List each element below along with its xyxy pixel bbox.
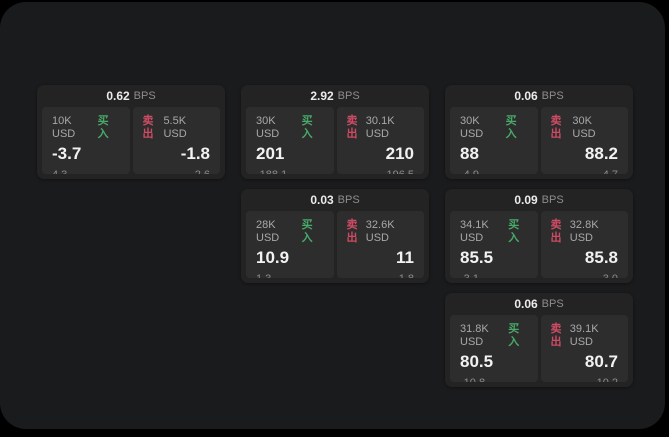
buy-side-label: 买入	[97, 115, 109, 140]
app-canvas: 0.62 BPS 10K USD 买入 -3.7 4.3 卖出 5.5K USD…	[0, 2, 665, 429]
buy-side-label: 买入	[301, 219, 313, 244]
sell-notional: 5.5K USD	[163, 115, 187, 140]
bps-value: 0.06	[514, 297, 538, 311]
buy-cell[interactable]: 31.8K USD 买入 80.5 -10.8	[450, 315, 538, 382]
buy-price: 80.5	[460, 352, 494, 371]
bps-unit-label: BPS	[541, 90, 564, 102]
sell-notional: 30K USD	[572, 115, 596, 140]
bps-unit-label: BPS	[541, 194, 564, 206]
buy-price: 85.5	[460, 248, 494, 267]
buy-cell[interactable]: 28K USD 买入 10.9 1.3	[246, 211, 334, 278]
card-header: 0.06 BPS	[445, 293, 633, 315]
card-header: 0.09 BPS	[445, 189, 633, 211]
bps-value: 2.92	[310, 89, 334, 103]
buy-change: -4.9	[460, 169, 528, 174]
buy-price: 88	[460, 144, 479, 163]
sell-notional: 39.1K USD	[569, 323, 599, 348]
card-header: 0.06 BPS	[445, 85, 633, 107]
sell-price: 88.2	[584, 144, 618, 163]
buy-change: 4.3	[52, 169, 120, 174]
sell-cell[interactable]: 卖出 39.1K USD 80.7 10.2	[540, 315, 628, 382]
sell-side-label: 卖出	[346, 115, 358, 140]
bps-unit-label: BPS	[541, 298, 564, 310]
sell-change: 10.2	[551, 377, 618, 382]
card-header: 0.62 BPS	[37, 85, 225, 107]
sell-side-label: 卖出	[142, 115, 154, 140]
buy-change: 1.3	[256, 273, 324, 278]
sell-price: 85.8	[584, 248, 618, 267]
bps-unit-label: BPS	[133, 90, 156, 102]
quote-card: 0.09 BPS 34.1K USD 买入 85.5 -3.1 卖出 32.8K…	[445, 189, 633, 283]
sell-change: 196.5	[347, 169, 414, 174]
sell-side-label: 卖出	[346, 219, 358, 244]
buy-price: -3.7	[52, 144, 82, 163]
buy-notional: 31.8K USD	[460, 323, 489, 348]
sell-change: -2.6	[143, 169, 210, 174]
bps-value: 0.62	[106, 89, 130, 103]
quote-card: 0.03 BPS 28K USD 买入 10.9 1.3 卖出 32.6K US…	[241, 189, 429, 283]
sell-cell[interactable]: 卖出 32.8K USD 85.8 3.0	[540, 211, 628, 278]
buy-side-label: 买入	[301, 115, 313, 140]
buy-cell[interactable]: 34.1K USD 买入 85.5 -3.1	[450, 211, 538, 278]
sell-change: -1.8	[347, 273, 414, 278]
sell-cell[interactable]: 卖出 30K USD 88.2 4.7	[540, 107, 628, 174]
sell-cell[interactable]: 卖出 5.5K USD -1.8 -2.6	[132, 107, 220, 174]
sell-notional: 32.6K USD	[365, 219, 395, 244]
bps-value: 0.09	[514, 193, 538, 207]
sell-side-label: 卖出	[550, 219, 562, 244]
card-header: 2.92 BPS	[241, 85, 429, 107]
sell-notional: 32.8K USD	[569, 219, 599, 244]
buy-cell[interactable]: 10K USD 买入 -3.7 4.3	[42, 107, 130, 174]
bps-value: 0.06	[514, 89, 538, 103]
quote-card: 0.06 BPS 30K USD 买入 88 -4.9 卖出 30K USD 8…	[445, 85, 633, 179]
quote-card: 0.62 BPS 10K USD 买入 -3.7 4.3 卖出 5.5K USD…	[37, 85, 225, 179]
sell-side-label: 卖出	[550, 115, 562, 140]
buy-side-label: 买入	[508, 323, 520, 348]
quote-card: 2.92 BPS 30K USD 买入 201 -188.1 卖出 30.1K …	[241, 85, 429, 179]
sell-price: 11	[396, 248, 414, 267]
quote-card: 0.06 BPS 31.8K USD 买入 80.5 -10.8 卖出 39.1…	[445, 293, 633, 387]
card-header: 0.03 BPS	[241, 189, 429, 211]
buy-cell[interactable]: 30K USD 买入 88 -4.9	[450, 107, 538, 174]
sell-notional: 30.1K USD	[365, 115, 395, 140]
sell-change: 3.0	[551, 273, 618, 278]
sell-price: 210	[385, 144, 414, 163]
buy-price: 201	[256, 144, 285, 163]
sell-cell[interactable]: 卖出 32.6K USD 11 -1.8	[336, 211, 424, 278]
bps-unit-label: BPS	[337, 194, 360, 206]
buy-notional: 34.1K USD	[460, 219, 489, 244]
buy-notional: 10K USD	[52, 115, 76, 140]
sell-price: -1.8	[180, 144, 210, 163]
buy-notional: 30K USD	[460, 115, 484, 140]
buy-side-label: 买入	[508, 219, 520, 244]
bps-value: 0.03	[310, 193, 334, 207]
buy-notional: 28K USD	[256, 219, 280, 244]
buy-change: -10.8	[460, 377, 528, 382]
buy-cell[interactable]: 30K USD 买入 201 -188.1	[246, 107, 334, 174]
sell-price: 80.7	[584, 352, 618, 371]
buy-side-label: 买入	[505, 115, 517, 140]
buy-change: -3.1	[460, 273, 528, 278]
sell-cell[interactable]: 卖出 30.1K USD 210 196.5	[336, 107, 424, 174]
sell-change: 4.7	[551, 169, 618, 174]
buy-change: -188.1	[256, 169, 324, 174]
sell-side-label: 卖出	[550, 323, 562, 348]
buy-notional: 30K USD	[256, 115, 280, 140]
buy-price: 10.9	[256, 248, 290, 267]
bps-unit-label: BPS	[337, 90, 360, 102]
